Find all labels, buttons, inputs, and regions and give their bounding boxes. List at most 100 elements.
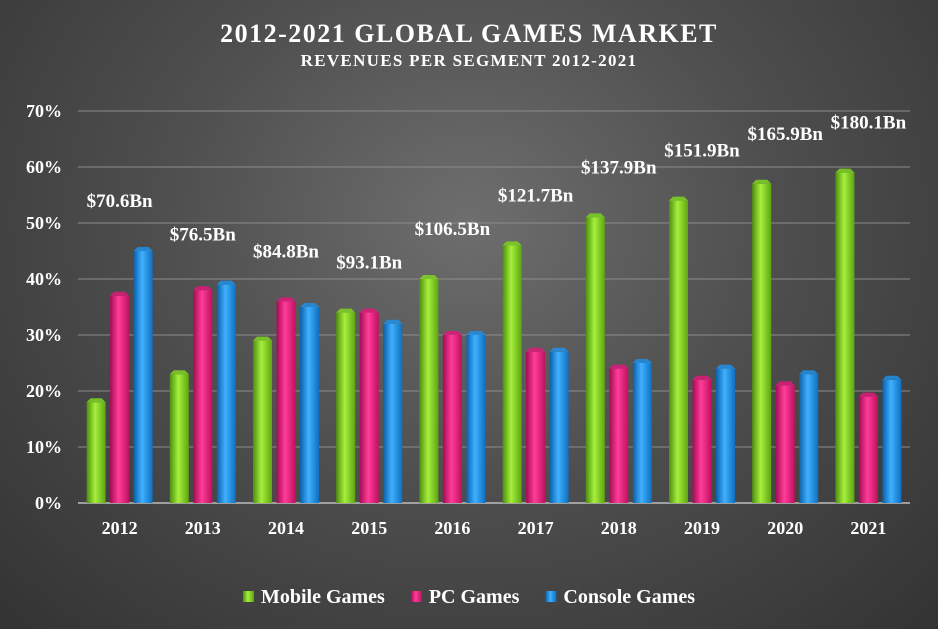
bar-top bbox=[692, 375, 712, 380]
y-tick-label: 70% bbox=[26, 101, 62, 121]
gridlines bbox=[78, 110, 910, 504]
bar-pc-games-2016 bbox=[442, 331, 462, 503]
y-tick-label: 10% bbox=[26, 437, 62, 457]
bar-body bbox=[300, 307, 319, 503]
bar-body bbox=[585, 217, 605, 503]
chart-title: 2012-2021 GLOBAL GAMES MARKET bbox=[220, 19, 718, 48]
bar-pc-games-2018 bbox=[609, 364, 629, 503]
legend-swatch bbox=[242, 591, 254, 602]
legend-label: Console Games bbox=[563, 586, 695, 608]
bar-pc-games-2015 bbox=[359, 308, 379, 503]
y-tick-label: 0% bbox=[35, 493, 62, 513]
bar-body bbox=[716, 368, 735, 503]
bar-mobile-games-2015 bbox=[336, 308, 356, 503]
bar-pc-games-2019 bbox=[692, 375, 712, 503]
bar-body bbox=[442, 335, 462, 503]
bar-top bbox=[359, 308, 379, 313]
bar-pc-games-2012 bbox=[110, 291, 130, 503]
bar-console-games-2018 bbox=[632, 359, 652, 503]
bar-body bbox=[253, 340, 272, 503]
y-tick-label: 40% bbox=[26, 269, 62, 289]
bar-console-games-2014 bbox=[300, 303, 319, 503]
bar-body bbox=[169, 374, 189, 503]
revenue-label-2021: $180.1Bn bbox=[831, 113, 907, 134]
x-tick-label: 2016 bbox=[434, 518, 470, 538]
revenue-label-2013: $76.5Bn bbox=[170, 225, 236, 246]
bar-top bbox=[336, 308, 356, 313]
legend-item-mobile-games: Mobile Games bbox=[242, 586, 385, 608]
bar-console-games-2019 bbox=[716, 364, 735, 503]
legend-label: PC Games bbox=[429, 586, 520, 608]
bar-mobile-games-2017 bbox=[502, 241, 522, 503]
bar-console-games-2020 bbox=[799, 370, 819, 503]
revenue-label-2017: $121.7Bn bbox=[498, 185, 574, 206]
bar-top bbox=[585, 213, 605, 218]
bar-top bbox=[419, 275, 439, 279]
bar-body bbox=[632, 363, 652, 503]
bars bbox=[86, 168, 902, 504]
bar-pc-games-2020 bbox=[775, 381, 795, 503]
bar-body bbox=[216, 284, 236, 503]
bar-mobile-games-2018 bbox=[585, 213, 605, 503]
x-tick-label: 2014 bbox=[268, 518, 304, 538]
bar-body bbox=[383, 323, 403, 503]
bar-console-games-2012 bbox=[133, 247, 153, 503]
x-tick-label: 2012 bbox=[102, 518, 138, 538]
bar-mobile-games-2014 bbox=[253, 336, 272, 503]
legend-swatch bbox=[410, 591, 422, 602]
x-axis: 2012 2013 2014 2015 2016 2017 2018 2019 2020 2021 bbox=[102, 518, 887, 538]
bar-top bbox=[632, 359, 652, 363]
bar-top bbox=[300, 303, 319, 307]
bar-body bbox=[110, 295, 130, 503]
bar-mobile-games-2020 bbox=[752, 179, 772, 504]
revenue-label-2015: $93.1Bn bbox=[336, 253, 402, 274]
bar-console-games-2016 bbox=[466, 331, 486, 503]
revenue-label-2016: $106.5Bn bbox=[415, 219, 491, 240]
bar-body bbox=[359, 312, 379, 503]
revenue-label-2019: $151.9Bn bbox=[664, 141, 740, 162]
x-tick-label: 2015 bbox=[351, 518, 387, 538]
bar-body bbox=[419, 279, 439, 503]
revenue-label-2018: $137.9Bn bbox=[581, 157, 657, 178]
bar-top bbox=[609, 364, 629, 369]
bar-top bbox=[193, 286, 213, 291]
bar-body bbox=[276, 301, 296, 503]
legend-label: Mobile Games bbox=[261, 586, 385, 608]
bar-body bbox=[466, 335, 486, 503]
x-tick-label: 2019 bbox=[684, 518, 720, 538]
bar-top bbox=[752, 179, 772, 184]
bar-body bbox=[799, 374, 819, 503]
bar-pc-games-2017 bbox=[526, 347, 546, 503]
bar-mobile-games-2021 bbox=[835, 168, 855, 503]
x-tick-label: 2021 bbox=[850, 518, 886, 538]
revenue-annotations: $70.6Bn $76.5Bn $84.8Bn $93.1Bn $106.5Bn $121… bbox=[87, 113, 907, 274]
y-tick-label: 60% bbox=[26, 157, 62, 177]
bar-body bbox=[549, 351, 569, 503]
bar-top bbox=[276, 297, 296, 302]
bar-top bbox=[466, 331, 486, 335]
revenue-label-2020: $165.9Bn bbox=[747, 124, 823, 145]
bar-top bbox=[169, 370, 189, 375]
bar-body bbox=[336, 312, 356, 503]
bar-top bbox=[716, 364, 735, 369]
bar-top bbox=[383, 319, 403, 324]
bar-pc-games-2013 bbox=[193, 286, 213, 503]
bar-top bbox=[669, 196, 688, 201]
bar-body bbox=[86, 402, 106, 503]
bar-top bbox=[549, 347, 569, 352]
bar-top bbox=[216, 280, 236, 285]
bar-body bbox=[133, 251, 153, 503]
bar-body bbox=[775, 385, 795, 503]
bar-body bbox=[835, 172, 855, 503]
bar-pc-games-2014 bbox=[276, 297, 296, 503]
bar-console-games-2017 bbox=[549, 347, 569, 503]
legend-item-pc-games: PC Games bbox=[410, 586, 520, 608]
bar-body bbox=[669, 200, 688, 503]
bar-top bbox=[253, 336, 272, 341]
bar-mobile-games-2019 bbox=[669, 196, 688, 503]
y-tick-label: 50% bbox=[26, 213, 62, 233]
bar-top bbox=[133, 247, 153, 251]
x-tick-label: 2017 bbox=[518, 518, 554, 538]
x-tick-label: 2020 bbox=[767, 518, 803, 538]
